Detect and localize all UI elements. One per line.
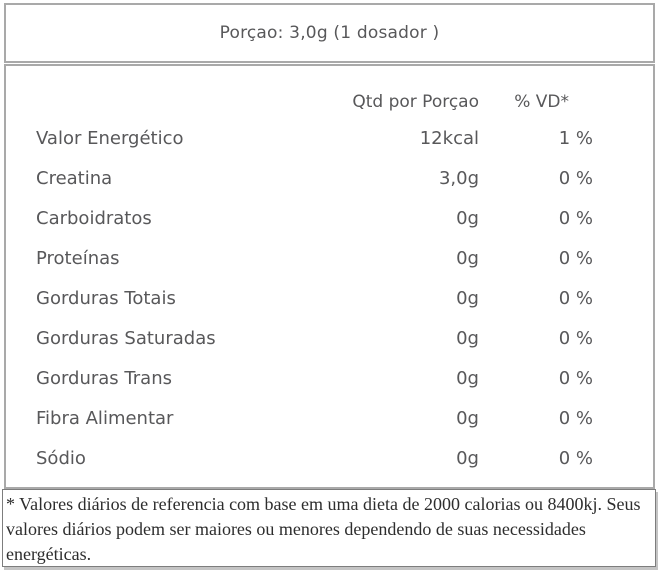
- nutrient-label: Gorduras Totais: [36, 287, 176, 309]
- nutrient-label: Carboidratos: [36, 207, 152, 229]
- nutrient-vd: 0 %: [558, 367, 593, 389]
- table-row: Gorduras Saturadas 0g 0 %: [6, 318, 653, 358]
- nutrient-vd: 0 %: [558, 167, 593, 189]
- nutrient-qty: 0g: [456, 447, 479, 469]
- nutrient-qty: 3,0g: [438, 167, 479, 189]
- table-body: Valor Energético 12kcal 1 % Creatina 3,0…: [6, 118, 653, 478]
- nutrient-qty: 0g: [456, 367, 479, 389]
- table-row: Valor Energético 12kcal 1 %: [6, 118, 653, 158]
- nutrient-qty: 0g: [456, 287, 479, 309]
- table-header-row: Qtd por Porçao % VD*: [6, 86, 653, 118]
- table-row: Carboidratos 0g 0 %: [6, 198, 653, 238]
- footnote-box: * Valores diários de referencia com base…: [2, 489, 656, 567]
- nutrient-label: Gorduras Trans: [36, 367, 172, 389]
- portion-text: Porçao: 3,0g (1 dosador ): [219, 23, 440, 43]
- nutrient-qty: 12kcal: [419, 127, 479, 149]
- table-row: Gorduras Totais 0g 0 %: [6, 278, 653, 318]
- nutrient-vd: 0 %: [558, 407, 593, 429]
- nutrient-label: Proteínas: [36, 247, 120, 269]
- portion-header-box: Porçao: 3,0g (1 dosador ): [4, 3, 655, 63]
- nutrient-label: Fibra Alimentar: [36, 407, 174, 429]
- nutrient-qty: 0g: [456, 407, 479, 429]
- nutrient-vd: 0 %: [558, 327, 593, 349]
- nutrient-qty: 0g: [456, 207, 479, 229]
- nutrient-qty: 0g: [456, 327, 479, 349]
- table-row: Sódio 0g 0 %: [6, 438, 653, 478]
- nutrient-label: Creatina: [36, 167, 113, 189]
- nutrient-label: Sódio: [36, 447, 86, 469]
- header-percent-vd: % VD*: [514, 92, 569, 112]
- nutrient-label: Gorduras Saturadas: [36, 327, 216, 349]
- nutrient-label: Valor Energético: [36, 127, 184, 149]
- header-qty-per-portion: Qtd por Porçao: [352, 92, 479, 112]
- table-row: Gorduras Trans 0g 0 %: [6, 358, 653, 398]
- table-row: Proteínas 0g 0 %: [6, 238, 653, 278]
- footnote-text: * Valores diários de referencia com base…: [6, 494, 641, 564]
- nutrient-vd: 1 %: [558, 127, 593, 149]
- nutrient-vd: 0 %: [558, 247, 593, 269]
- table-row: Creatina 3,0g 0 %: [6, 158, 653, 198]
- nutrient-qty: 0g: [456, 247, 479, 269]
- table-row: Fibra Alimentar 0g 0 %: [6, 398, 653, 438]
- nutrient-vd: 0 %: [558, 447, 593, 469]
- nutrient-vd: 0 %: [558, 287, 593, 309]
- nutrient-vd: 0 %: [558, 207, 593, 229]
- nutrition-table: Qtd por Porçao % VD* Valor Energético 12…: [4, 64, 655, 489]
